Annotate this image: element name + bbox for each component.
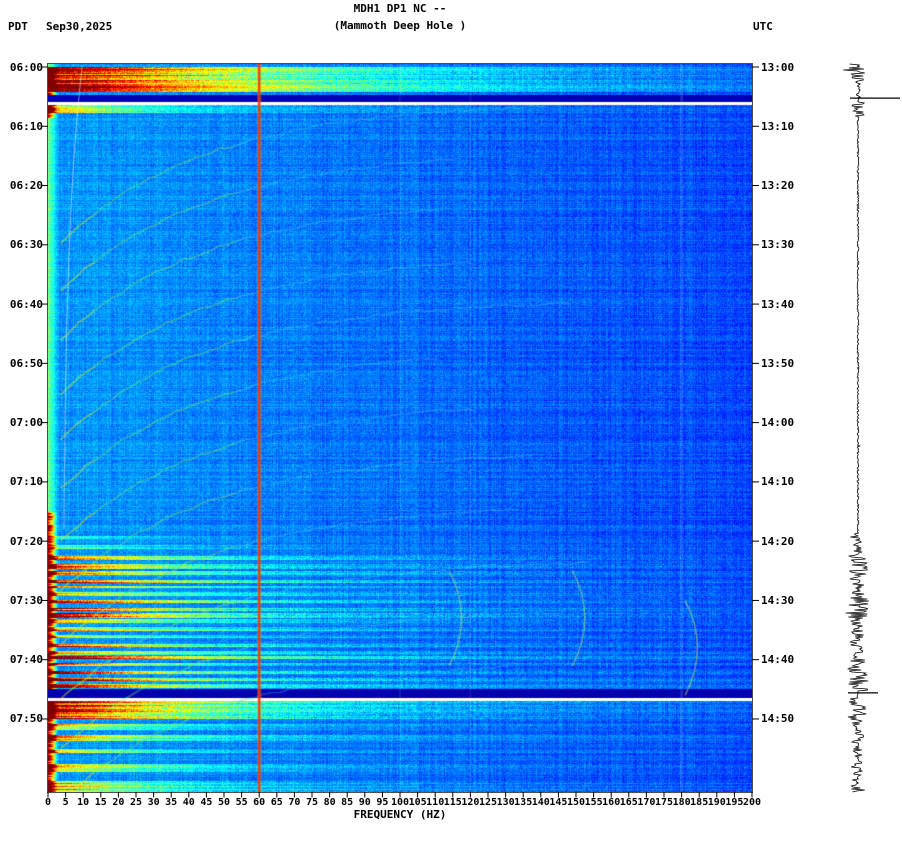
freq-tick-label: 45	[200, 797, 213, 808]
left-time-tick-label: 06:40	[9, 297, 43, 311]
freq-tick-label: 90	[358, 797, 371, 808]
right-time-tick-label: 14:20	[761, 534, 795, 548]
freq-tick-label: 150	[566, 797, 586, 808]
freq-tick-label: 0	[44, 797, 52, 808]
left-time-tick-label: 07:10	[9, 475, 43, 489]
freq-tick-label: 75	[305, 797, 319, 808]
freq-tick-label: 110	[426, 797, 445, 808]
right-time-tick-label: 13:10	[761, 119, 795, 133]
spectrogram-heatmap	[48, 64, 752, 792]
freq-tick-label: 105	[408, 797, 427, 808]
date-label: Sep30,2025	[46, 20, 113, 33]
seismogram-trace	[843, 63, 869, 793]
right-time-tick-label: 13:50	[761, 356, 795, 370]
page-title: MDH1 DP1 NC --	[353, 2, 447, 15]
left-time-tick-label: 07:50	[9, 712, 43, 726]
page-subtitle: (Mammoth Deep Hole )	[333, 19, 467, 32]
left-time-tick-label: 06:10	[9, 119, 43, 133]
right-time-tick-label: 14:10	[761, 475, 795, 489]
freq-tick-label: 125	[478, 797, 498, 808]
freq-tick-label: 175	[654, 797, 674, 808]
freq-tick-label: 100	[390, 797, 410, 808]
timezone-left-label: PDT	[8, 20, 28, 33]
freq-tick-label: 195	[725, 797, 744, 808]
left-time-tick-label: 07:40	[9, 653, 43, 667]
freq-tick-label: 115	[443, 797, 462, 808]
right-time-tick-label: 14:40	[761, 653, 795, 667]
right-time-tick-label: 13:30	[761, 238, 795, 252]
freq-tick-label: 60	[253, 797, 266, 808]
freq-tick-label: 50	[217, 797, 231, 808]
freq-tick-label: 190	[707, 797, 726, 808]
left-time-tick-label: 07:30	[9, 593, 43, 607]
right-time-tick-label: 14:50	[761, 712, 795, 726]
right-time-tick-label: 13:40	[761, 297, 795, 311]
left-time-tick-label: 07:20	[9, 534, 43, 548]
freq-tick-label: 40	[182, 797, 195, 808]
freq-tick-label: 165	[619, 797, 638, 808]
freq-tick-label: 120	[461, 797, 480, 808]
freq-tick-label: 25	[129, 797, 143, 808]
freq-tick-label: 85	[341, 797, 354, 808]
left-time-tick-label: 07:00	[9, 416, 43, 430]
freq-tick-label: 185	[690, 797, 709, 808]
freq-tick-label: 80	[323, 797, 336, 808]
right-time-tick-label: 13:00	[761, 60, 795, 74]
left-time-tick-label: 06:00	[9, 60, 43, 74]
freq-tick-label: 35	[165, 797, 178, 808]
freq-tick-label: 95	[376, 797, 389, 808]
left-time-tick-label: 06:20	[9, 179, 43, 193]
freq-tick-label: 200	[742, 797, 762, 808]
timezone-right-label: UTC	[753, 20, 773, 33]
freq-tick-label: 145	[549, 797, 568, 808]
right-time-tick-label: 13:20	[761, 179, 795, 193]
freq-tick-label: 155	[584, 797, 603, 808]
freq-tick-label: 5	[62, 797, 69, 808]
freq-tick-label: 65	[270, 797, 283, 808]
freq-tick-label: 70	[288, 797, 301, 808]
left-time-tick-label: 06:30	[9, 238, 43, 252]
freq-tick-label: 30	[147, 797, 160, 808]
freq-tick-label: 170	[637, 797, 656, 808]
x-axis-label: FREQUENCY (HZ)	[353, 808, 447, 821]
left-time-tick-label: 06:50	[9, 356, 43, 370]
freq-tick-label: 130	[496, 797, 515, 808]
freq-tick-label: 135	[514, 797, 533, 808]
freq-tick-label: 55	[235, 797, 248, 808]
freq-tick-label: 20	[112, 797, 125, 808]
freq-tick-label: 140	[531, 797, 550, 808]
freq-tick-label: 15	[94, 797, 107, 808]
right-time-tick-label: 14:00	[761, 416, 795, 430]
freq-tick-label: 180	[672, 797, 691, 808]
freq-tick-label: 10	[77, 797, 90, 808]
freq-tick-label: 160	[602, 797, 621, 808]
right-time-tick-label: 14:30	[761, 593, 795, 607]
